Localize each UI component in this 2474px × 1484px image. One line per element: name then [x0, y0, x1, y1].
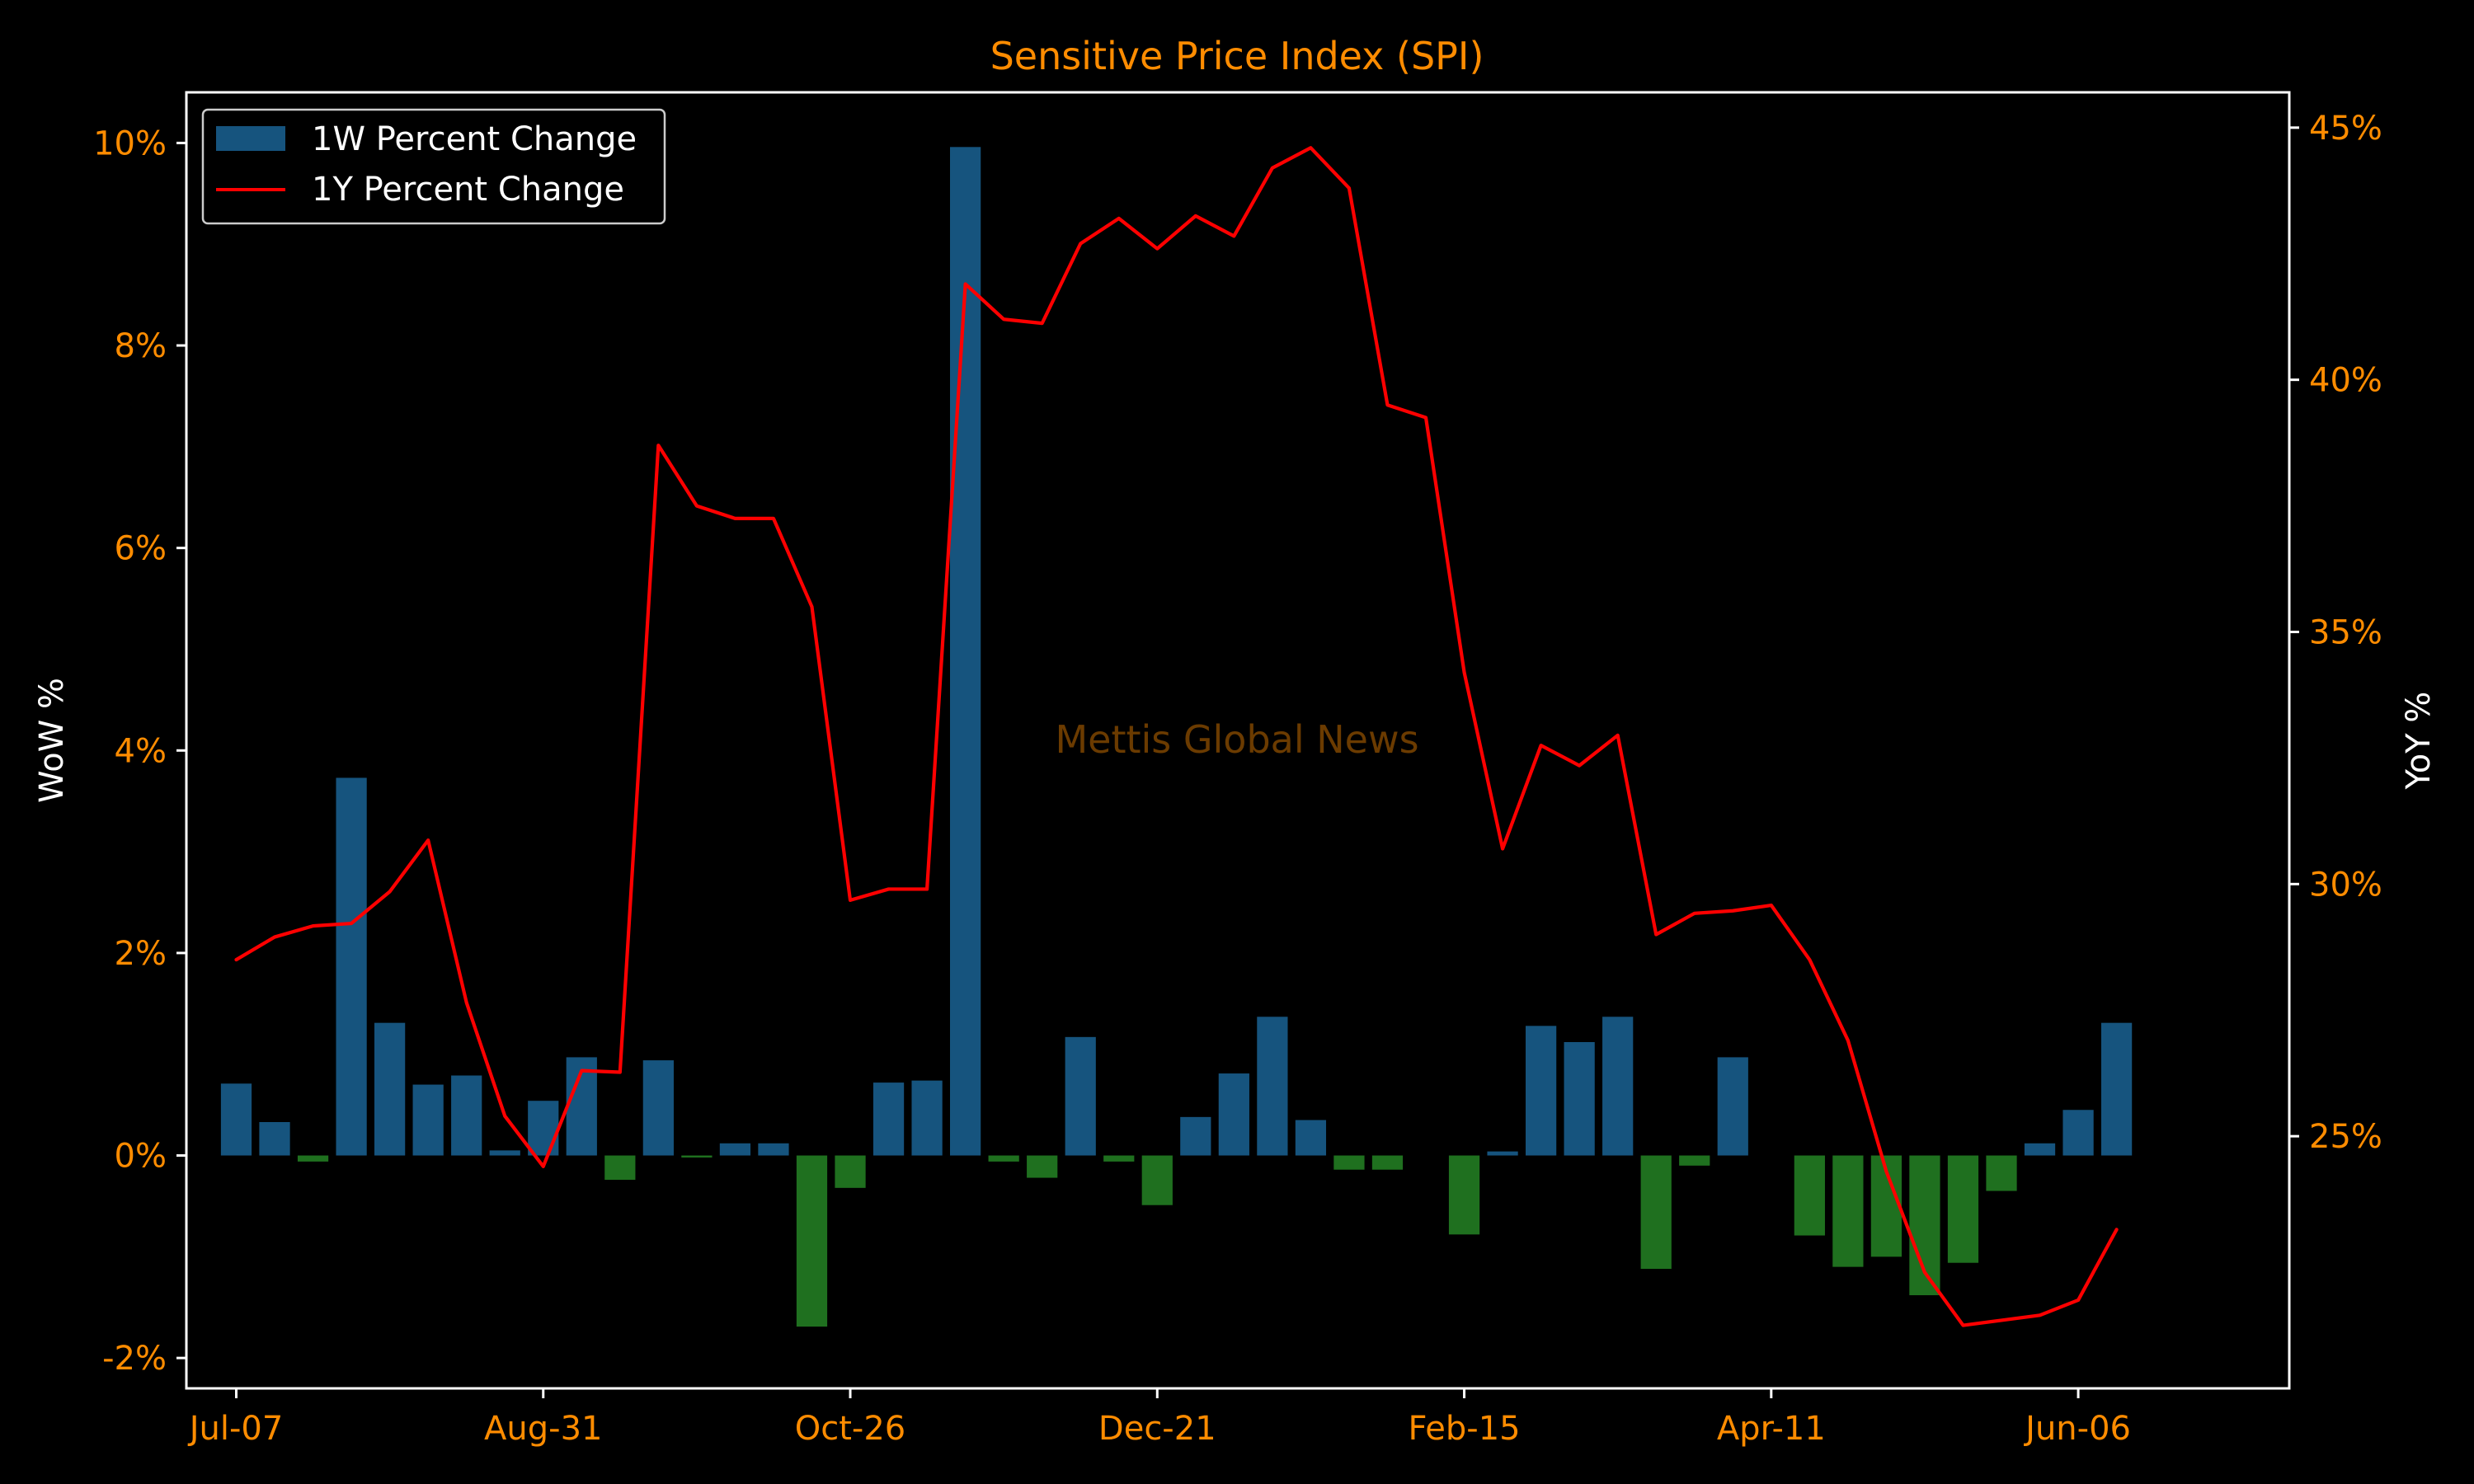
x-tick-label: Dec-21	[1098, 1410, 1216, 1448]
wow-bar	[835, 1155, 866, 1188]
right-tick-label: 25%	[2309, 1118, 2382, 1156]
line-layer	[234, 146, 2119, 1327]
yoy-line	[234, 146, 2119, 1327]
wow-bar	[451, 1075, 482, 1156]
watermark-text: Mettis Global News	[1055, 717, 1418, 762]
wow-bar	[1640, 1155, 1672, 1270]
right-tick-label: 40%	[2309, 362, 2382, 400]
wow-bar	[1602, 1017, 1634, 1156]
left-axis-ticks: -2% 0% 2% 4% 6% 8% 10%	[93, 124, 186, 1378]
wow-bar	[1371, 1155, 1404, 1170]
wow-bar	[336, 777, 367, 1156]
wow-bar	[1027, 1155, 1058, 1178]
y-axis-right-label: YoY %	[2400, 692, 2438, 791]
wow-bar	[1103, 1155, 1135, 1162]
x-tick-label: Aug-31	[484, 1410, 602, 1448]
wow-bar	[796, 1155, 828, 1327]
bars-layer	[220, 147, 2133, 1327]
chart-title: Sensitive Price Index (SPI)	[990, 34, 1484, 78]
legend-label-bar: 1W Percent Change	[312, 120, 637, 158]
left-tick-label: 8%	[115, 327, 167, 365]
wow-bar	[2024, 1143, 2056, 1156]
wow-bar	[1794, 1155, 1825, 1236]
left-tick-label: 0%	[115, 1138, 167, 1176]
wow-bar	[1679, 1155, 1710, 1166]
wow-bar	[642, 1060, 674, 1156]
right-tick-label: 35%	[2309, 613, 2382, 651]
x-tick-label: Apr-11	[1717, 1410, 1826, 1448]
legend-swatch-bar	[216, 126, 285, 151]
y-axis-left-label: WoW %	[33, 678, 71, 803]
x-tick-label: Oct-26	[795, 1410, 906, 1448]
wow-bar	[1526, 1026, 1557, 1156]
legend-box	[201, 108, 666, 225]
left-tick-label: -2%	[102, 1340, 167, 1378]
left-tick-label: 10%	[93, 124, 167, 162]
wow-bar	[681, 1155, 713, 1158]
wow-bar	[872, 1082, 905, 1156]
legend: 1W Percent Change 1Y Percent Change	[201, 108, 666, 225]
wow-bar	[1832, 1155, 1864, 1267]
wow-bar	[758, 1143, 789, 1156]
x-axis-ticks: Jul-07 Aug-31 Oct-26 Dec-21 Feb-15 Apr-11 Jun-…	[187, 1388, 2131, 1448]
wow-bar	[220, 1083, 252, 1156]
wow-bar	[1295, 1120, 1327, 1156]
wow-bar	[1333, 1155, 1365, 1170]
wow-bar	[719, 1143, 751, 1156]
right-axis-ticks: 25% 30% 35% 40% 45%	[2289, 110, 2382, 1156]
wow-bar	[2100, 1022, 2133, 1156]
wow-bar	[412, 1084, 444, 1156]
right-tick-label: 45%	[2309, 110, 2382, 148]
left-tick-label: 6%	[115, 530, 167, 568]
wow-bar	[911, 1080, 943, 1156]
wow-bar	[1180, 1116, 1211, 1156]
wow-bar	[1257, 1017, 1288, 1156]
wow-bar	[1564, 1041, 1595, 1156]
wow-bar	[604, 1155, 636, 1181]
wow-bar	[988, 1155, 1019, 1162]
wow-bar	[1986, 1155, 2017, 1191]
left-tick-label: 4%	[115, 732, 167, 770]
wow-bar	[297, 1155, 329, 1162]
wow-bar	[1717, 1057, 1748, 1156]
wow-bar	[1448, 1155, 1480, 1235]
right-tick-label: 30%	[2309, 866, 2382, 904]
wow-bar	[374, 1022, 406, 1156]
plot-frame	[185, 91, 2291, 1390]
wow-bar	[1218, 1073, 1249, 1156]
wow-bar	[259, 1122, 290, 1156]
wow-bar	[489, 1150, 520, 1156]
wow-bar	[950, 147, 981, 1156]
x-tick-label: Feb-15	[1408, 1410, 1520, 1448]
wow-bar	[1141, 1155, 1173, 1205]
wow-bar	[1487, 1151, 1518, 1156]
wow-bar	[1947, 1155, 1979, 1263]
x-tick-label: Jul-07	[187, 1410, 284, 1448]
wow-bar	[528, 1101, 559, 1156]
wow-bar	[1065, 1036, 1096, 1156]
left-tick-label: 2%	[115, 935, 167, 973]
wow-bar	[2062, 1110, 2094, 1156]
x-tick-label: Jun-06	[2023, 1410, 2131, 1448]
legend-label-line: 1Y Percent Change	[312, 171, 624, 209]
